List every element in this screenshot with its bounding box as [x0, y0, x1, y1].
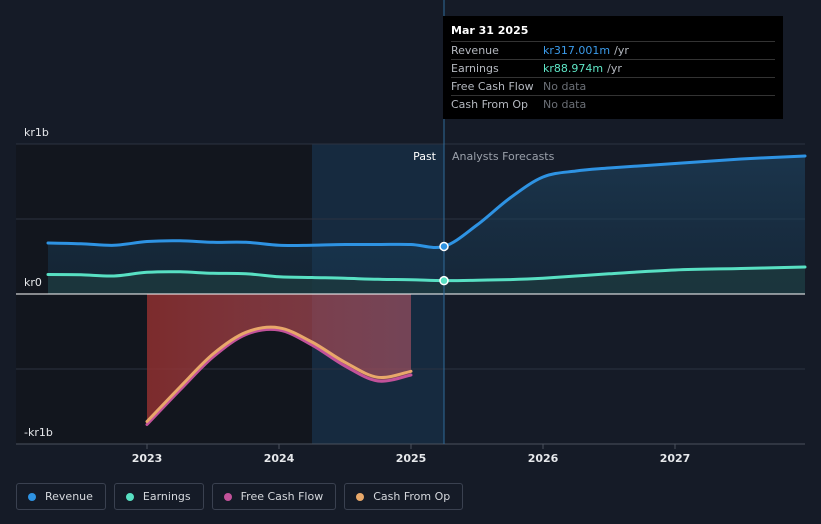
legend-item-free-cash-flow[interactable]: Free Cash Flow — [211, 483, 337, 510]
cash-from-op-dot-icon — [356, 492, 365, 501]
free-cash-flow-area — [147, 294, 411, 425]
x-tick-label: 2027 — [660, 452, 691, 465]
free-cash-flow-dot-icon — [223, 492, 232, 501]
tooltip-date: Mar 31 2025 — [451, 24, 529, 37]
tooltip-value: No data — [543, 80, 587, 93]
legend-item-earnings[interactable]: Earnings — [113, 483, 204, 510]
tooltip-label: Earnings — [451, 62, 499, 75]
revenue-line — [46, 154, 807, 250]
tooltip-value: kr317.001m — [543, 44, 611, 57]
tooltip-unit: /yr — [614, 44, 629, 57]
y-tick-label: kr0 — [24, 276, 42, 289]
tooltip-label: Free Cash Flow — [451, 80, 534, 93]
revenue-area — [48, 156, 805, 294]
forecast-label: Analysts Forecasts — [452, 150, 555, 163]
y-tick-label: kr1b — [24, 126, 49, 139]
tooltip-value: kr88.974m — [543, 62, 604, 75]
y-tick-label: -kr1b — [24, 426, 53, 439]
x-tick-label: 2026 — [528, 452, 559, 465]
tooltip-row-earnings: Earnings kr88.974m /yr — [451, 59, 775, 77]
tooltip-value: No data — [543, 98, 587, 111]
tooltip-label: Revenue — [451, 44, 499, 57]
cash-from-op-line — [145, 325, 413, 423]
tooltip: Mar 31 2025 Revenue kr317.001m /yr Earni… — [443, 16, 783, 119]
legend-item-revenue[interactable]: Revenue — [16, 483, 106, 510]
earnings-line — [46, 265, 807, 283]
legend-label: Revenue — [45, 490, 93, 503]
x-tick-label: 2023 — [132, 452, 163, 465]
free-cash-flow-line — [145, 327, 413, 426]
past-label: Past — [413, 150, 437, 163]
earnings-dot-icon — [125, 492, 134, 501]
tooltip-unit: /yr — [607, 62, 622, 75]
legend: Revenue Earnings Free Cash Flow Cash Fro… — [16, 483, 464, 510]
tooltip-row-cash-from-op: Cash From Op No data — [451, 95, 775, 113]
tooltip-label: Cash From Op — [451, 98, 529, 111]
tooltip-row-free-cash-flow: Free Cash Flow No data — [451, 77, 775, 95]
tooltip-row-revenue: Revenue kr317.001m /yr — [451, 41, 775, 59]
legend-label: Free Cash Flow — [240, 490, 324, 503]
x-tick-label: 2024 — [264, 452, 295, 465]
revenue-marker — [439, 241, 449, 252]
revenue-dot-icon — [28, 492, 36, 501]
legend-label: Earnings — [142, 490, 191, 503]
x-tick-label: 2025 — [396, 452, 427, 465]
legend-label: Cash From Op — [373, 490, 451, 503]
earnings-marker — [439, 275, 449, 286]
legend-item-cash-from-op[interactable]: Cash From Op — [344, 483, 464, 510]
